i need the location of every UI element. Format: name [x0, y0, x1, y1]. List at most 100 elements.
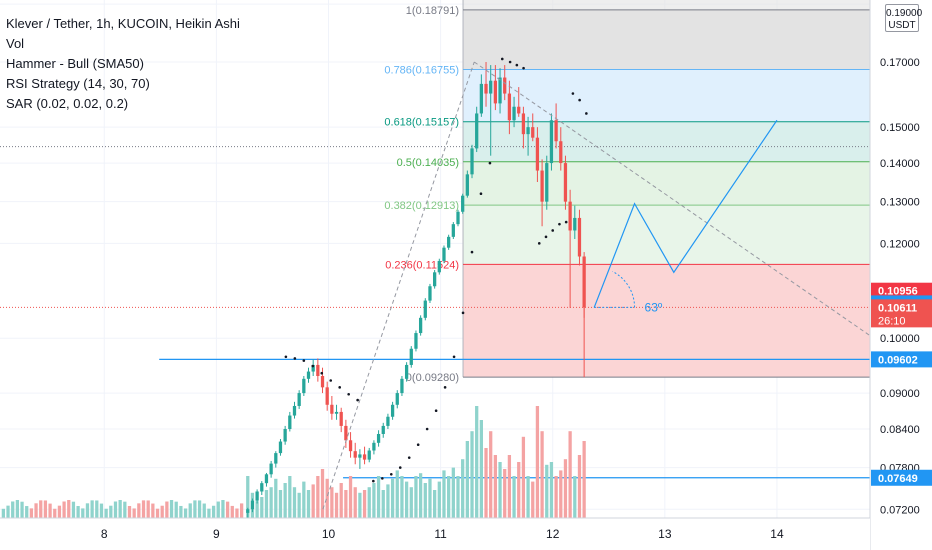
candle-body: [451, 224, 455, 237]
volume-bar: [465, 441, 469, 518]
volume-bar: [165, 501, 169, 518]
volume-bar: [297, 492, 301, 518]
volume-bar: [34, 503, 38, 518]
legend-title: Klever / Tether, 1h, KUCOIN, Heikin Ashi: [6, 16, 240, 31]
fib-zone: [463, 205, 870, 265]
time-axis-bg: [0, 518, 870, 550]
price-label-text: 0.10611: [878, 302, 917, 314]
volume-bar: [260, 497, 264, 518]
volume-bar: [577, 455, 582, 518]
candle-body: [288, 415, 292, 430]
price-axis-tick-label: 0.12000: [880, 238, 920, 250]
volume-bar: [330, 487, 334, 518]
time-axis-tick-label: 9: [213, 527, 220, 541]
volume-bar: [29, 508, 34, 518]
volume-bar: [493, 455, 498, 518]
candle-body: [395, 393, 399, 405]
candle-body: [517, 106, 521, 114]
volume-bar: [141, 500, 146, 518]
candle-body: [339, 411, 343, 426]
unit-top-price: 0.19000: [886, 8, 923, 19]
price-label-box: [871, 469, 932, 486]
candle-body: [540, 170, 544, 202]
sar-dot: [416, 443, 420, 447]
price-label-box: [871, 282, 932, 299]
sar-dot: [425, 427, 429, 431]
volume-bar: [269, 487, 273, 518]
price-label-text: 0.07649: [878, 473, 918, 485]
candle-body: [390, 404, 395, 417]
volume-bar: [461, 459, 465, 518]
volume-bar: [381, 490, 385, 518]
volume-bar: [216, 501, 220, 518]
price-axis-tick-label: 0.13000: [880, 197, 920, 209]
candle-body: [503, 77, 507, 94]
volume-bar: [306, 490, 311, 518]
candle-body: [255, 491, 259, 501]
sar-dot: [338, 386, 342, 389]
volume-bar: [6, 505, 10, 518]
volume-bar: [526, 476, 530, 518]
volume-bar: [386, 484, 390, 518]
chart-legend: Klever / Tether, 1h, KUCOIN, Heikin Ashi…: [6, 14, 240, 114]
sar-dot: [347, 392, 350, 396]
candle-body: [563, 163, 568, 202]
sar-dot: [407, 456, 411, 459]
trend-line: [473, 61, 871, 337]
price-label-box: [871, 299, 932, 328]
volume-bar: [395, 470, 399, 518]
sar-dot: [585, 112, 588, 115]
sar-dot: [551, 229, 555, 232]
volume-bar: [278, 490, 283, 518]
candle-body: [531, 127, 535, 138]
price-axis-bg: [870, 0, 932, 550]
time-axis-tick-label: 12: [546, 527, 560, 541]
candle-body: [367, 450, 371, 460]
candle-body: [316, 364, 320, 377]
volume-bar: [255, 501, 259, 518]
candle-body: [376, 433, 381, 443]
candle-body: [433, 272, 437, 287]
candle-body: [250, 500, 255, 510]
sar-dot: [461, 311, 465, 315]
fib-level-label: 0.236(0.11524): [385, 259, 459, 271]
candle-body: [362, 454, 367, 460]
volume-bar: [221, 500, 225, 518]
price-axis-tick-label: 0.10000: [880, 333, 920, 345]
candle-body: [437, 260, 441, 273]
volume-bar: [160, 505, 164, 518]
volume-bar: [409, 487, 413, 518]
volume-bar: [498, 462, 502, 518]
angle-label: 63º: [645, 300, 663, 314]
currency-unit-button[interactable]: 0.19000 USDT: [885, 4, 923, 32]
volume-bar: [288, 476, 292, 518]
volume-bar: [475, 406, 479, 518]
candle-body: [489, 80, 493, 94]
sar-dot: [381, 477, 384, 480]
volume-bar: [573, 476, 577, 518]
price-axis-tick-label: 0.08400: [880, 424, 920, 436]
volume-bar: [109, 505, 113, 518]
volume-bar: [188, 503, 192, 518]
volume-bar: [62, 501, 66, 518]
volume-bar: [489, 431, 493, 518]
volume-bar: [151, 503, 155, 518]
volume-bar: [549, 462, 554, 518]
volume-bar: [535, 406, 540, 518]
volume-bar: [85, 503, 90, 518]
volume-bar: [76, 506, 80, 518]
candle-body: [292, 405, 297, 416]
volume-bar: [484, 448, 488, 518]
sar-dot: [398, 466, 402, 469]
volume-bar: [456, 476, 460, 518]
volume-bar: [155, 508, 160, 518]
candle-body: [577, 217, 582, 257]
volume-bar: [90, 500, 94, 518]
candle-body: [311, 364, 315, 372]
time-axis-tick-label: 13: [658, 527, 672, 541]
candle-body: [484, 83, 488, 94]
price-label-text: 0.10956: [878, 286, 918, 298]
sar-dot: [320, 371, 324, 375]
candle-body: [535, 137, 540, 171]
